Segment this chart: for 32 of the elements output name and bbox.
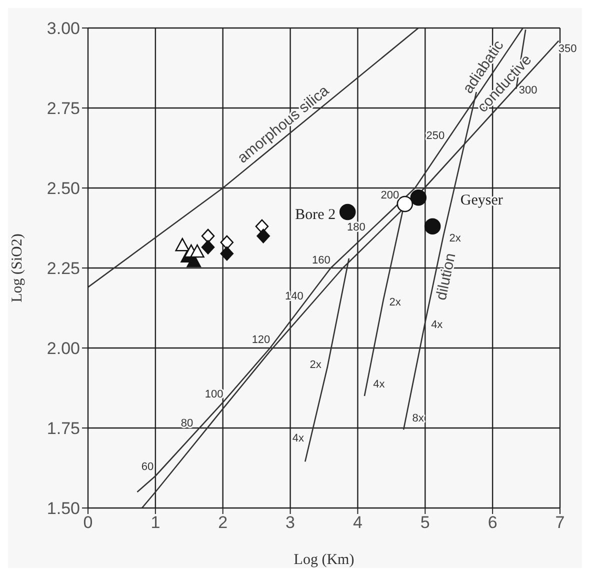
x-tick-label: 7 (555, 513, 565, 532)
y-tick-label: 2.00 (46, 339, 80, 358)
x-tick-label: 1 (150, 513, 160, 532)
x-tick-label: 0 (83, 513, 93, 532)
y-tick-label: 3.00 (46, 19, 80, 38)
annotation: 250 (426, 130, 445, 142)
x-tick-label: 2 (218, 513, 228, 532)
y-tick-label: 2.25 (46, 259, 80, 278)
annotation: 2x (389, 296, 402, 309)
annotation: 4x (431, 318, 444, 331)
annotation: 200 (380, 189, 400, 202)
x-axis-title: Log (Km) (294, 552, 354, 568)
annotation: 60 (141, 460, 154, 473)
x-tick-label: 6 (488, 513, 498, 532)
x-tick-label: 3 (286, 513, 296, 532)
annotation: 120 (252, 334, 270, 346)
y-tick-label: 2.50 (46, 179, 80, 198)
y-tick-label: 2.75 (46, 99, 80, 118)
x-tick-label: 4 (352, 513, 362, 532)
annotation: 2x (449, 232, 462, 245)
annotation: dilution (432, 252, 460, 302)
y-tick-label: 1.75 (46, 419, 80, 438)
annotation: 8x (412, 412, 424, 425)
x-tick-label: 5 (420, 513, 430, 532)
annotation: 4x (373, 378, 386, 391)
annotation: 160 (312, 254, 330, 267)
annotation: Bore 2 (295, 207, 336, 223)
annotation: 80 (180, 418, 194, 430)
y-axis-title: Log (SiO2) (9, 234, 26, 302)
annotation: 4x (292, 432, 304, 445)
y-tick-label: 1.50 (46, 499, 80, 518)
annotation: 2x (310, 358, 322, 371)
